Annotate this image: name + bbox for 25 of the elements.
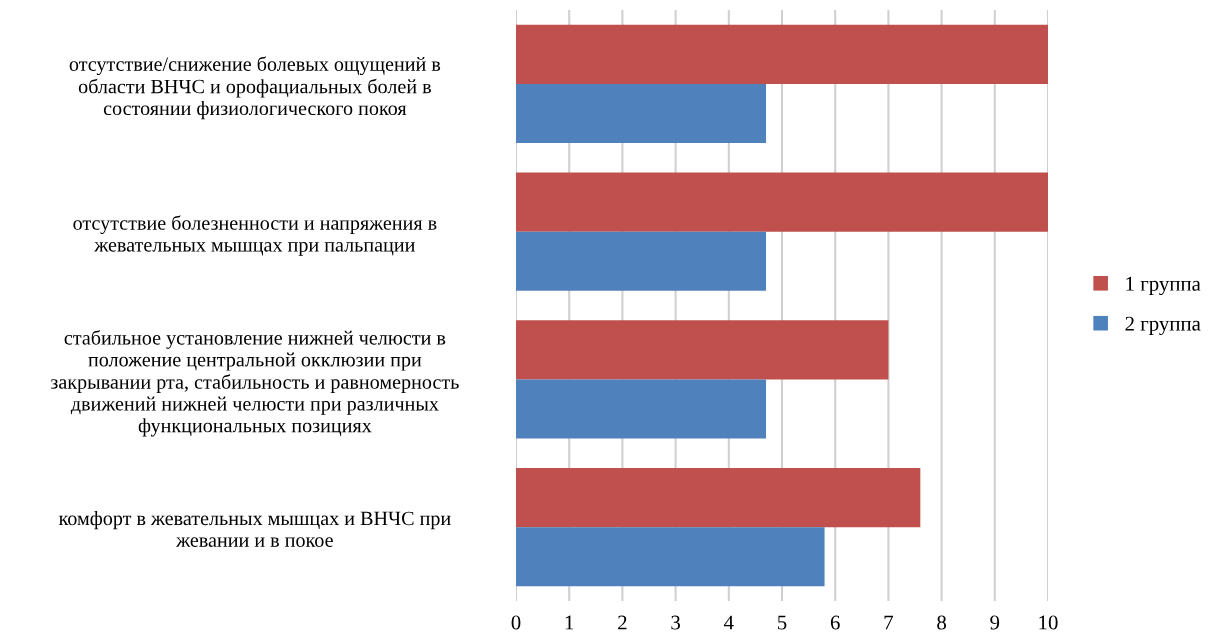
y-tick-label: отсутствие/снижение болевых ощущений в области ВНЧС и орофациальных болей в состоянии физиологического покоя (69, 56, 441, 120)
x-tick-label: 1 (565, 615, 574, 630)
x-tick-label: 3 (671, 615, 680, 630)
x-tick-label: 7 (884, 615, 894, 630)
bar (516, 231, 767, 291)
x-tick-label: 10 (1039, 615, 1058, 630)
bar (516, 172, 1048, 232)
y-tick-label: стабильное установление нижней челюсти в положение центральной окклюзии при закрывании рта, стабильность и равномерность движений нижней челюсти при различных функциональных позициях (50, 330, 459, 437)
y-tick-label: отсутствие болезненности и напряжения в жевательных мышцах при пальпации (73, 215, 437, 256)
x-tick-label: 4 (724, 615, 734, 630)
bar (516, 320, 889, 380)
bar (516, 527, 825, 587)
y-tick-label: комфорт в жевательных мышцах и ВНЧС при жевании и в покое (58, 511, 451, 547)
x-tick-label: 2 (618, 615, 627, 630)
legend-label: 1 группа (1126, 276, 1201, 296)
bar (516, 83, 767, 143)
bar (516, 468, 921, 528)
x-tick-label: 0 (511, 615, 521, 630)
bar (516, 24, 1048, 84)
x-tick-label: 8 (937, 615, 947, 630)
x-tick-label: 5 (778, 615, 787, 630)
bar (516, 379, 767, 439)
x-tick-label: 6 (830, 615, 840, 630)
legend-label: 2 группа (1125, 316, 1201, 335)
x-tick-label: 9 (990, 615, 1000, 630)
